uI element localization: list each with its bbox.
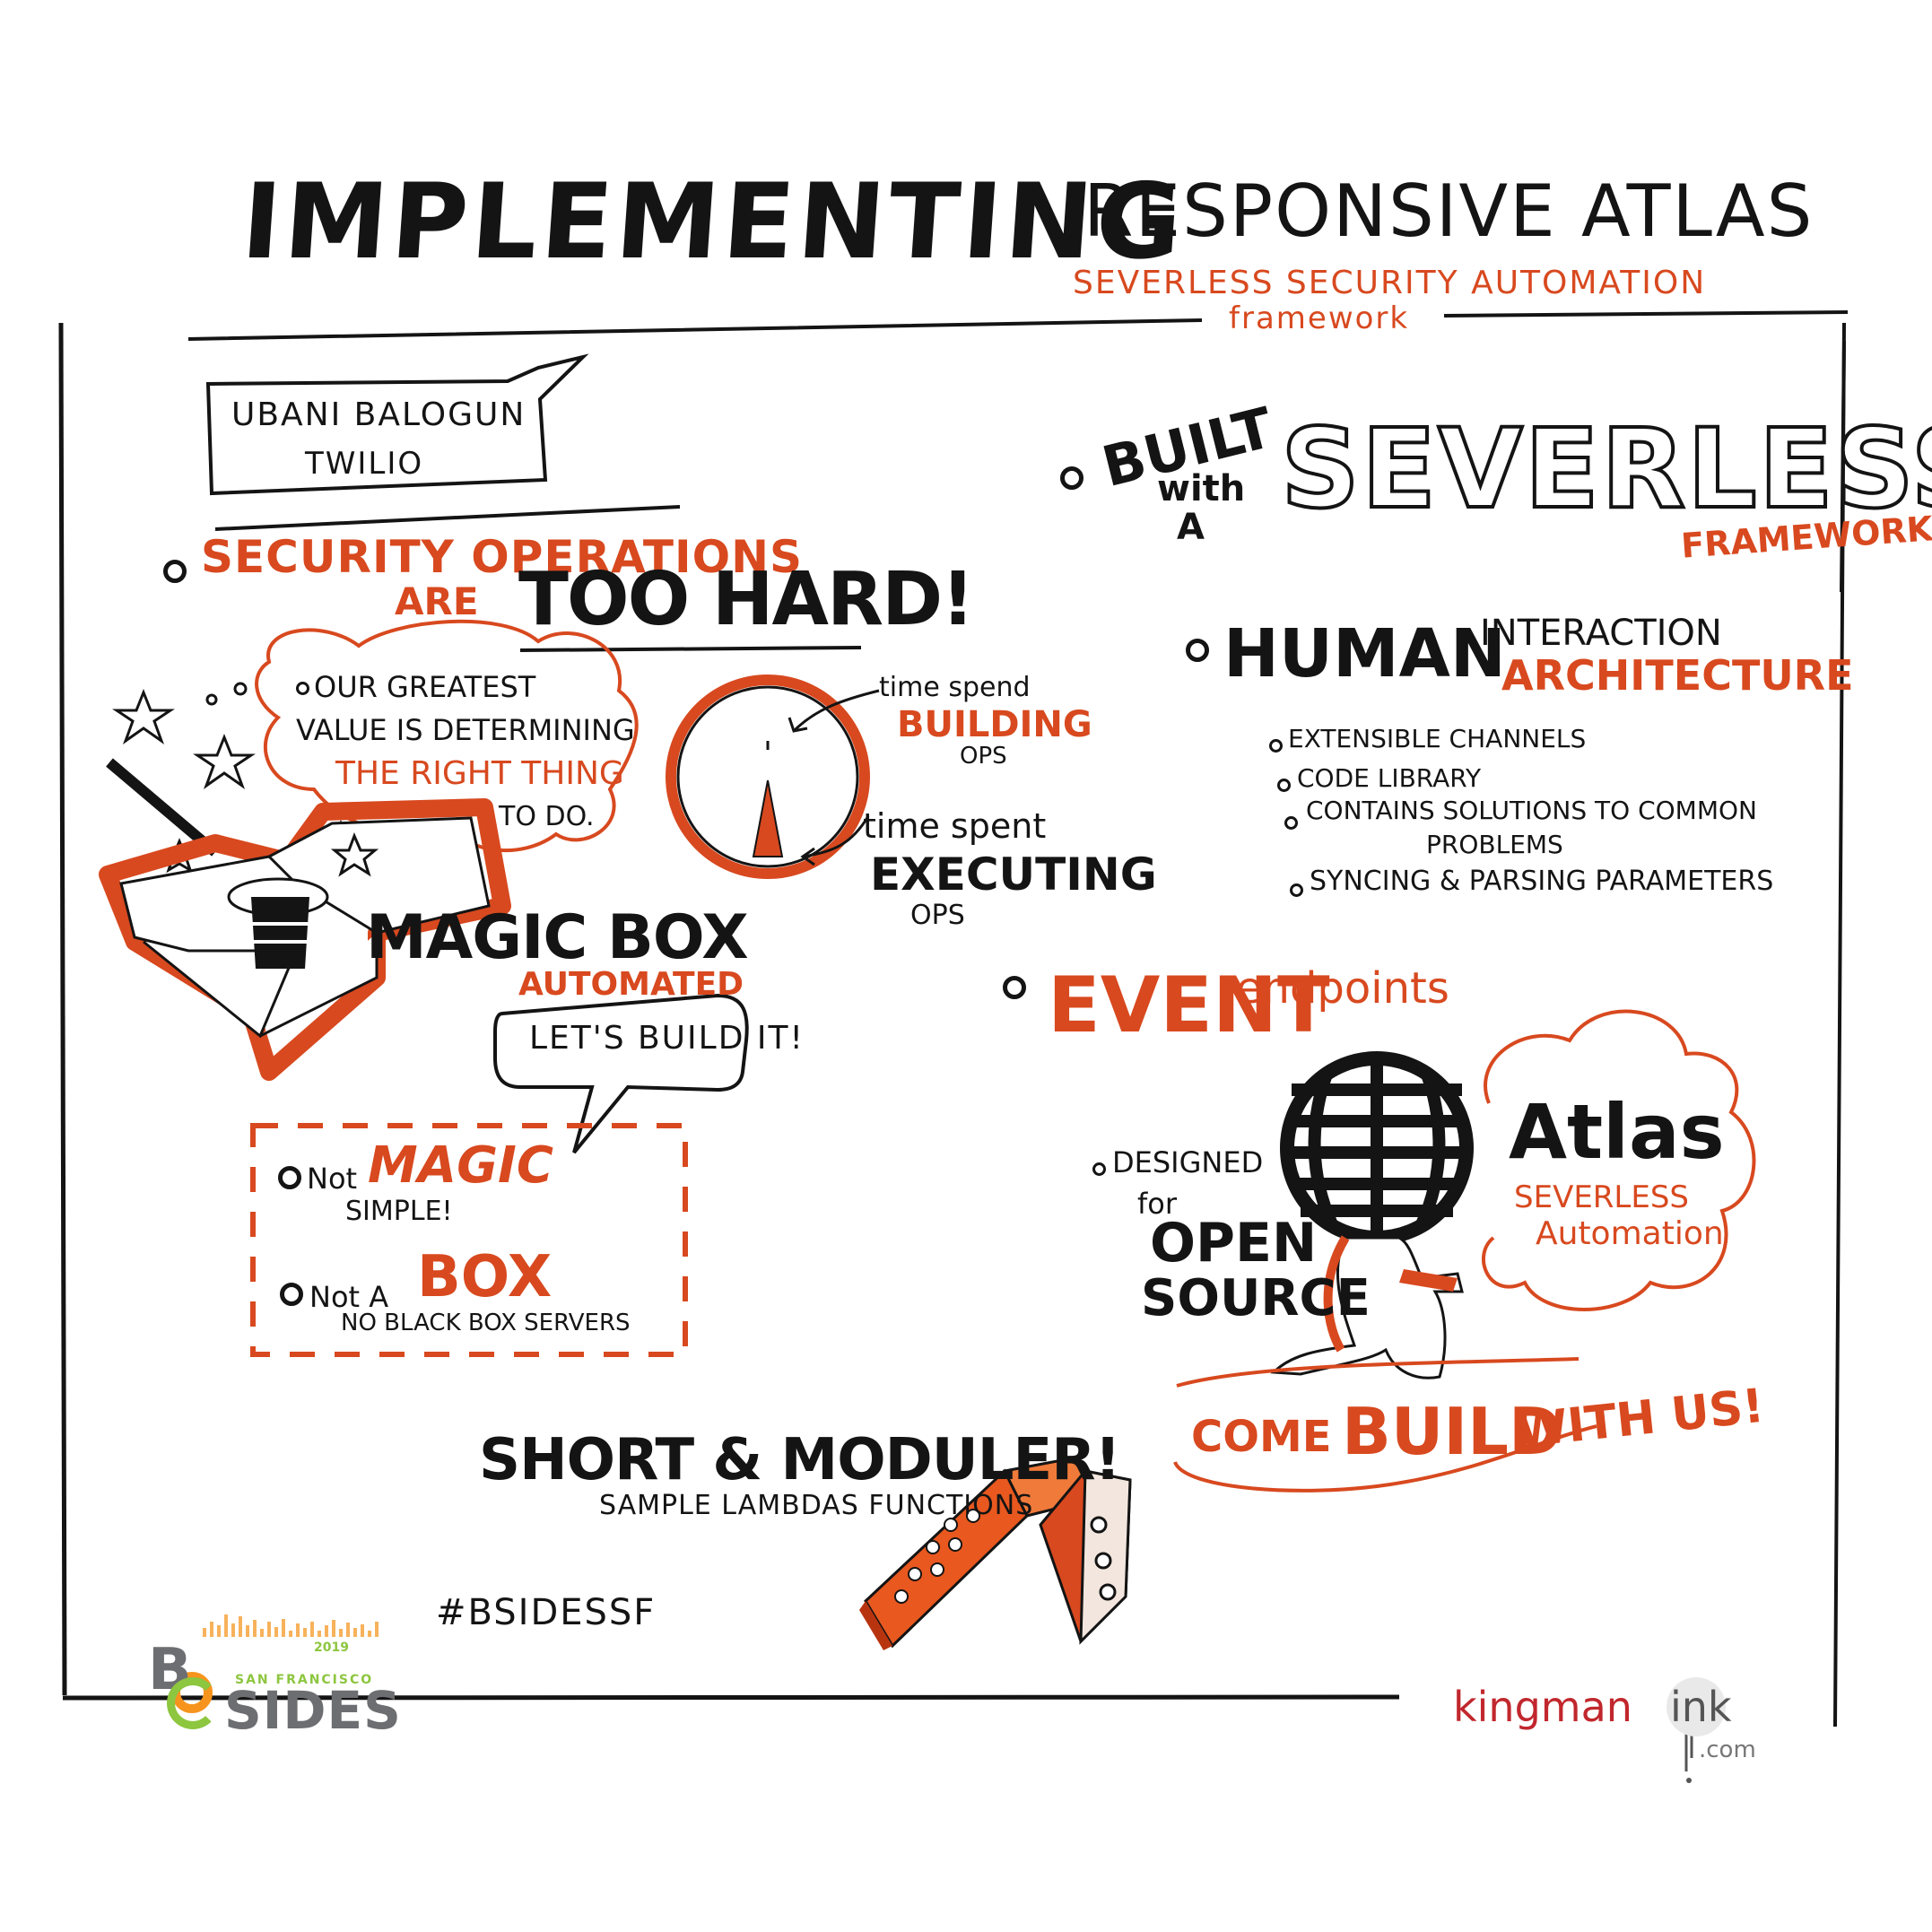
human-item-1: EXTENSIBLE CHANNELS [1288,724,1587,753]
clock-building-word: BUILDING [897,704,1092,745]
clock-executing-word: EXECUTING [870,849,1157,901]
speaker-company: TWILIO [305,446,424,482]
bsides-logo-year: 2019 [314,1640,349,1655]
event-word1: EVENT [1048,961,1330,1050]
not-box-post: NO BLACK BOX SERVERS [341,1310,631,1336]
human-item-4: PROBLEMS [1426,830,1563,859]
executing-arrow [802,815,870,858]
magic-box-title: MAGIC BOX [366,902,749,973]
short-title: SHORT & MODULER! [479,1427,1121,1493]
cloud-bullet [296,682,309,695]
not-box-pre: Not A [309,1280,389,1314]
magic-box-bubble: LET'S BUILD IT! [529,1020,805,1057]
come-build-top-arc [1176,1357,1580,1388]
credit-ink [1667,1677,1726,1736]
credit-kingman: kingman [1453,1683,1632,1731]
cloud-line4: TO DO. [499,801,595,832]
human-word1: HUMAN [1223,615,1506,692]
clock-executing-pre: time spent [863,806,1047,846]
separator-line [214,505,681,531]
atlas-title: Atlas [1509,1088,1725,1176]
too-hard-underline [519,646,862,652]
human-item-5: SYNCING & PARSING PARAMETERS [1310,866,1774,897]
building-arrow [792,689,880,733]
human-bullet [1186,639,1209,662]
top-hat [251,897,309,969]
atlas-line2: Automation [1536,1215,1724,1252]
cloud-line3: THE RIGHT THING [335,755,624,792]
bsides-logo-city: SAN FRANCISCO [235,1673,374,1687]
human-item-bullet [1290,883,1303,897]
human-item-2: CODE LIBRARY [1297,763,1482,793]
human-item-bullet [1284,816,1298,830]
bsides-logo-green-s [167,1677,219,1729]
title-secondary: RESPONSIVE ATLAS [1083,170,1815,253]
cloud-line1: OUR GREATEST [314,670,536,704]
not-magic-pre: Not [307,1162,358,1196]
security-emphasis: TOO HARD! [518,557,975,642]
atlas-for: for [1137,1187,1177,1221]
designed-bullet [1092,1162,1106,1176]
credit-com: .com [1699,1736,1756,1763]
magic-wand [106,758,219,857]
clock-executing-post: OPS [910,900,965,931]
human-item-bullet [1277,779,1291,792]
atlas-designed: DESIGNED [1112,1145,1264,1179]
star-1 [112,688,175,744]
atlas-line1: SEVERLESS [1514,1179,1690,1215]
clock-wedge [752,779,784,857]
built-word3: A [1177,507,1205,548]
speaker-name: UBANI BALOGUN [231,396,527,433]
built-bullet [1060,466,1083,490]
magic-box-subtitle: AUTOMATED [518,966,744,1003]
globe [1280,1051,1474,1245]
frame-left-line [58,322,67,1696]
event-bullet [1003,976,1026,999]
short-subtitle: SAMPLE LAMBDAS FUNCTIONS [599,1490,1034,1521]
atlas-source: SOURCE [1141,1269,1371,1327]
credit-ink-text: ink [1670,1683,1732,1731]
atlas-open: OPEN [1150,1212,1318,1275]
star-2 [193,733,256,789]
event-word2: endpoints [1236,963,1449,1014]
human-item-bullet [1269,739,1283,753]
top-hat-brim [227,877,329,917]
security-line2: ARE [395,579,479,623]
cloud-line2: VALUE IS DETERMINING [296,713,635,747]
clock-building-pre: time spend [879,672,1031,703]
built-word2: with [1157,468,1246,509]
not-box-word: BOX [417,1244,553,1310]
human-item-3: CONTAINS SOLUTIONS TO COMMON [1306,796,1757,825]
come-build-2: BUILD [1342,1394,1562,1469]
frame-top-line [187,310,1849,341]
human-word2: INTERACTION [1480,613,1722,654]
title-subtitle-line2: framework [1229,300,1410,336]
clock-building-post: OPS [960,743,1007,770]
built-big: SEVERLESS [1279,405,1932,533]
not-magic-word: MAGIC [368,1136,553,1195]
not-magic-bullet [278,1166,301,1189]
bullet-dot [163,560,187,583]
star-3 [317,819,365,865]
come-build-1: COME [1191,1412,1332,1462]
bsides-logo-sides: SIDES [224,1680,402,1741]
title-main: IMPLEMENTING [238,161,1189,283]
not-magic-post: SIMPLE! [345,1196,453,1227]
security-line1: SECURITY OPERATIONS [201,531,803,583]
title-subtitle-line1: SEVERLESS SECURITY AUTOMATION [1073,265,1707,301]
hashtag: #BSIDESSF [436,1592,657,1633]
not-box-bullet [280,1283,303,1306]
clock-face [666,674,870,879]
star-4 [159,838,200,874]
human-word3: ARCHITECTURE [1501,651,1854,700]
